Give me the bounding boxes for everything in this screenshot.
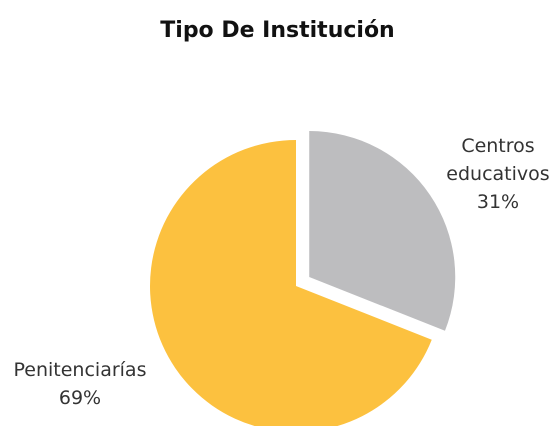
chart-title: Tipo De Institución [160, 18, 395, 43]
slice-label: Penitenciarías 69% [0, 356, 160, 412]
pie-slice [309, 131, 456, 331]
pie-slice [150, 140, 432, 426]
value-label: 31% [476, 191, 520, 213]
value-label: 69% [58, 387, 102, 409]
category-label: Centros educativos [446, 135, 550, 185]
slice-label: Centros educativos 31% [438, 132, 555, 216]
category-label: Penitenciarías [13, 359, 147, 381]
